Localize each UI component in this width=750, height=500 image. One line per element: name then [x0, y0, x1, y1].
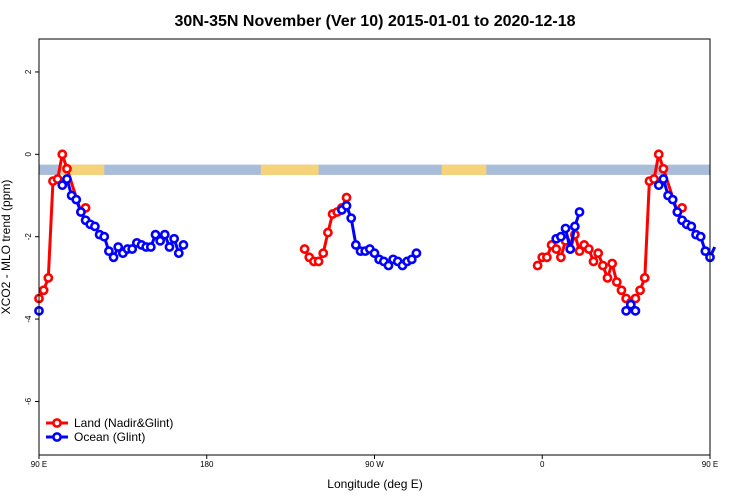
- y-tick-label: 2: [24, 69, 33, 74]
- legend-item-1: Ocean (Glint): [46, 430, 145, 444]
- y-tick-label: -2: [24, 233, 33, 241]
- x-axis-label: Longitude (deg E): [327, 477, 422, 491]
- series-1-point: [145, 242, 156, 252]
- series-0-point: [607, 258, 618, 269]
- x-tick-label: 90 W: [365, 460, 384, 469]
- series-1-point: [625, 299, 636, 310]
- chart-title: 30N-35N November (Ver 10) 2015-01-01 to …: [174, 13, 575, 30]
- series-0-point: [323, 227, 333, 238]
- land-band-1: [260, 164, 319, 175]
- series-1-point: [159, 229, 170, 240]
- series-1-point: [127, 244, 138, 254]
- x-tick-label: 0: [540, 460, 545, 469]
- series-0-point: [597, 260, 608, 271]
- series-1-point: [630, 305, 641, 316]
- series-1-point: [406, 254, 417, 265]
- series-1-point: [672, 207, 683, 217]
- y-tick-label: -4: [24, 315, 33, 323]
- legend-label: Land (Nadir&Glint): [74, 416, 173, 430]
- series-0-point: [313, 256, 324, 267]
- series-1-point: [155, 235, 166, 246]
- x-axis: 90 E 180 90 W 0 90 E: [31, 455, 718, 469]
- series-1-point: [103, 246, 114, 257]
- legend-marker: [52, 432, 62, 442]
- series-1-point: [560, 223, 571, 234]
- series-0-point: [611, 277, 622, 287]
- series-1-point: [113, 242, 124, 252]
- series-1-point: [99, 231, 110, 242]
- series-1-point: [383, 260, 394, 271]
- series-0-point: [574, 246, 585, 257]
- series-1-point: [57, 180, 68, 191]
- series-1-point: [686, 221, 697, 232]
- series-1-point: [150, 229, 161, 240]
- x-tick-label: 90 E: [702, 460, 718, 469]
- series-0-point: [658, 163, 669, 174]
- series-1-point: [555, 231, 566, 242]
- series-0-point: [583, 244, 594, 254]
- series-1: [34, 174, 717, 316]
- x-tick-label: 90 E: [31, 460, 47, 469]
- series-0-point: [653, 149, 664, 160]
- series-0-point: [639, 272, 650, 283]
- series-1-point: [341, 200, 352, 211]
- land-band-0: [61, 164, 105, 175]
- legend-item-0: Land (Nadir&Glint): [46, 416, 173, 430]
- legend: Land (Nadir&Glint)Ocean (Glint): [46, 416, 173, 444]
- series-0-point: [588, 256, 599, 267]
- series-1-point: [700, 246, 711, 257]
- series-0-point: [555, 252, 566, 263]
- x-tick-label: 180: [200, 460, 214, 469]
- series-0-point: [630, 293, 641, 304]
- series-0-point: [593, 248, 604, 259]
- legend-label: Ocean (Glint): [74, 430, 145, 444]
- y-tick-label: -6: [24, 397, 33, 405]
- series-1-point: [574, 207, 585, 217]
- ocean-band: [39, 164, 710, 175]
- series-0-point: [38, 285, 49, 296]
- series-0-point: [299, 244, 310, 254]
- series-1-point: [346, 213, 357, 224]
- series-0-point: [341, 192, 352, 203]
- series-1-point: [178, 240, 189, 250]
- series-1-point: [62, 174, 72, 184]
- series-1-point: [350, 240, 361, 250]
- series-0-point: [318, 248, 329, 259]
- series-0-point: [52, 174, 63, 184]
- series-1-point: [76, 207, 86, 217]
- series-1-point: [411, 248, 422, 259]
- series-0-point: [542, 252, 552, 263]
- series-0-point: [635, 285, 646, 296]
- series-0-point: [57, 149, 68, 160]
- series-0-point: [532, 260, 543, 271]
- series-1-point: [169, 233, 180, 244]
- series-0-point: [649, 174, 659, 184]
- legend-marker: [52, 418, 62, 428]
- land-band-2: [441, 164, 487, 175]
- series-0-point: [602, 272, 613, 283]
- series-0-point: [551, 244, 562, 254]
- series-1-point: [695, 231, 706, 242]
- series-1-point: [565, 244, 576, 254]
- series-1-point: [569, 221, 580, 232]
- y-axis: 2 0 -2 -4 -6: [24, 69, 39, 405]
- land-mask-band: [39, 164, 710, 175]
- series-1-point: [653, 180, 664, 191]
- series-1-point: [71, 194, 82, 205]
- series-1-point: [621, 305, 632, 316]
- series-1-point: [164, 242, 175, 252]
- y-axis-label: XCO2 - MLO trend (ppm): [0, 180, 13, 315]
- series-0-point: [616, 285, 627, 296]
- series-0-point: [62, 163, 72, 174]
- series-1-point: [173, 248, 184, 259]
- series-1-point: [90, 221, 100, 232]
- series-1-point: [108, 252, 119, 263]
- plot-data: [34, 149, 717, 316]
- y-tick-label: 0: [24, 152, 33, 157]
- series-1-point: [667, 194, 678, 205]
- series-1-point: [369, 248, 380, 259]
- series-0-point: [43, 272, 54, 283]
- series-1-point: [658, 174, 669, 184]
